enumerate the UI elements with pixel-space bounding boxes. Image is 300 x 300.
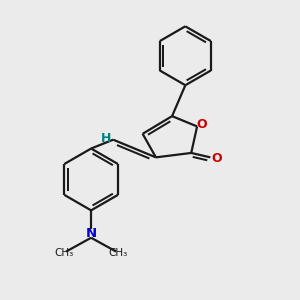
Text: CH₃: CH₃ (54, 248, 74, 258)
Text: O: O (196, 118, 207, 130)
Text: O: O (212, 152, 222, 165)
Text: CH₃: CH₃ (109, 248, 128, 258)
Text: H: H (100, 132, 111, 145)
Text: N: N (85, 227, 97, 240)
